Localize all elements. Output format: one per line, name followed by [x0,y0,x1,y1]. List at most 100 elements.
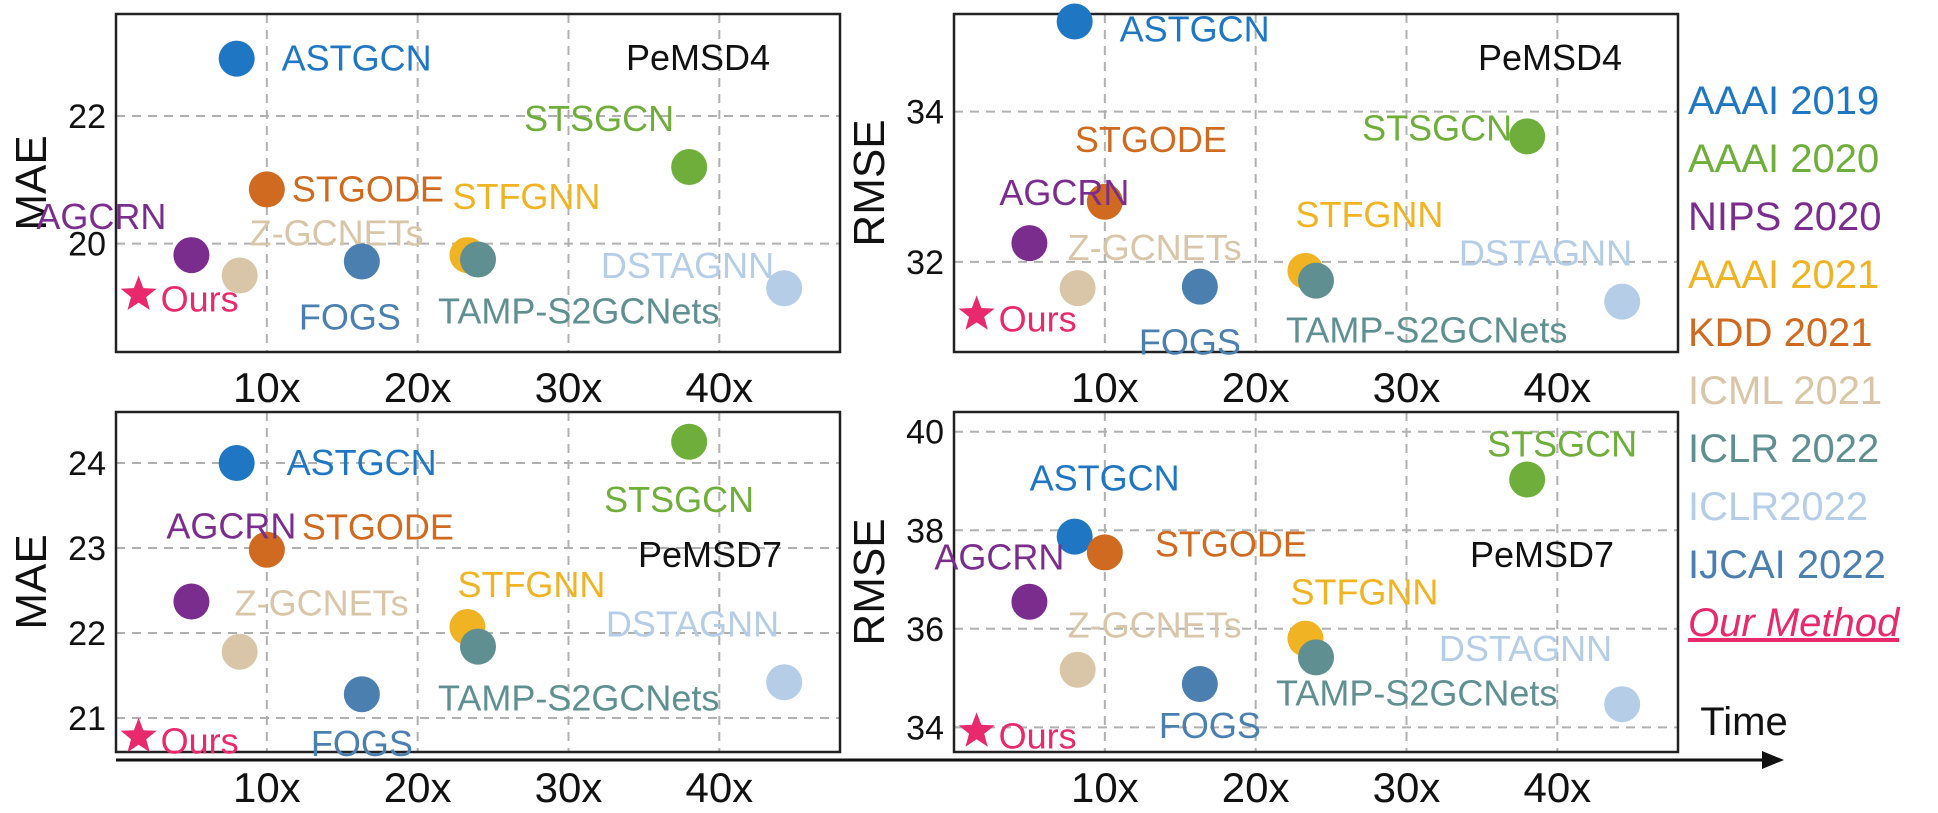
marker-ours [120,717,157,753]
point-label-fogs: FOGS [1139,322,1241,363]
marker-agcrn [1011,225,1048,262]
legend-item: AAAI 2021 [1688,253,1880,297]
point-label-stsgcn: STSGCN [604,479,754,520]
x-tick-label: 20x [1222,364,1290,411]
x-tick-label: 30x [1373,364,1441,411]
y-tick-label: 21 [68,700,106,738]
y-tick-label: 32 [906,244,944,282]
marker-tamp-s2gcnets [460,241,496,278]
point-label-fogs: FOGS [311,723,413,764]
y-axis-label: MAE [7,534,56,629]
point-label-astgcn: ASTGCN [1120,9,1270,50]
panel-title: PeMSD4 [626,37,770,78]
x-tick-label: 20x [384,764,452,811]
point-label-fogs: FOGS [1159,705,1261,746]
legend-item: ICML 2021 [1688,369,1883,413]
chart-panel-3: 10x 20x 30x 40x 21 22 23 24 MAE PeMSD7 ASTGCN STSGC… [7,410,842,811]
y-axis-label: MAE [7,135,56,230]
x-tick-label: 20x [1222,764,1290,811]
plot-frame [952,12,1680,354]
point-label-z-gcnets: Z-GCNETs [250,212,424,253]
point-label-dstagnn: DSTAGNN [606,603,779,644]
point-label-agcrn: AGCRN [166,506,296,547]
x-tick-label: 10x [1071,764,1139,811]
point-label-stfgnn: STFGNN [452,176,600,217]
marker-tamp-s2gcnets [1298,639,1334,676]
marker-agcrn [173,583,210,620]
point-label-stgode: STGODE [292,168,444,209]
x-tick-label: 40x [685,764,753,811]
y-tick-label: 22 [68,615,106,653]
marker-stsgcn [1509,461,1546,498]
marker-stsgcn [671,149,708,186]
marker-ours [958,295,995,330]
marker-stsgcn [671,423,708,460]
marker-agcrn [1011,583,1048,620]
y-axis-label: RMSE [845,119,894,246]
x-tick-label: 10x [233,364,301,411]
marker-fogs [343,243,380,280]
marker-fogs [1181,666,1218,702]
point-label-astgcn: ASTGCN [282,38,432,79]
marker-stsgcn [1509,118,1546,155]
x-tick-label: 20x [384,364,452,411]
point-label-ours: Ours [999,715,1077,756]
point-label-z-gcnets: Z-GCNETs [235,583,409,624]
chart-panel-1: 10x 20x 30x 40x 20 22 MAE PeMSD4 ASTGCN STSGCN STG… [7,12,842,411]
marker-stgode [248,171,285,208]
point-label-astgcn: ASTGCN [287,442,437,483]
legend-item: Our Method [1688,601,1900,645]
x-tick-label: 30x [535,364,603,411]
x-tick-label: 10x [1071,364,1139,411]
point-label-ours: Ours [999,298,1077,339]
marker-fogs [343,676,380,713]
marker-agcrn [173,237,210,274]
y-tick-label: 34 [906,709,944,747]
venue-legend: AAAI 2019 AAAI 2020 NIPS 2020 AAAI 2021 KDD … [1688,72,1938,652]
marker-stgode [1086,183,1123,220]
point-label-z-gcnets: Z-GCNETs [1068,227,1242,268]
y-tick-label: 36 [906,611,944,649]
point-label-stfgnn: STFGNN [457,564,605,605]
y-axis-label: RMSE [845,518,894,645]
marker-stgode [248,531,285,568]
point-label-ours: Ours [161,721,239,762]
point-label-stsgcn: STSGCN [1362,107,1512,148]
marker-fogs [1181,268,1218,305]
marker-z-gcnets [221,633,258,670]
marker-ours [120,275,157,310]
point-label-dstagnn: DSTAGNN [601,245,774,286]
legend-item: AAAI 2020 [1688,137,1880,181]
marker-z-gcnets [1059,270,1096,307]
y-tick-label: 38 [906,512,944,550]
point-label-stfgnn: STFGNN [1295,194,1443,235]
plot-frame [114,12,842,354]
marker-astgcn [1056,518,1093,555]
legend-item: NIPS 2020 [1688,195,1882,239]
x-tick-label: 30x [535,764,603,811]
point-label-z-gcnets: Z-GCNETs [1068,605,1242,646]
legend-item: KDD 2021 [1688,311,1873,355]
x-tick-label: 10x [233,764,301,811]
point-label-ours: Ours [161,279,239,320]
legend-item: ICLR 2022 [1688,427,1880,471]
point-label-stsgcn: STSGCN [524,98,674,139]
marker-dstagnn [1604,686,1641,723]
marker-z-gcnets [1059,651,1096,688]
marker-tamp-s2gcnets [460,628,496,665]
point-label-tamp-s2gcnets: TAMP-S2GCNets [1286,310,1567,351]
y-tick-label: 22 [68,98,106,136]
marker-stgode [1086,534,1123,571]
point-label-astgcn: ASTGCN [1030,458,1180,499]
time-arrow-head [1762,751,1784,769]
marker-dstagnn [766,664,803,701]
x-tick-label: 40x [1523,364,1591,411]
marker-tamp-s2gcnets [1298,262,1334,299]
chart-panel-2: 10x 20x 30x 40x 32 34 RMSE PeMSD4 ASTGCN STSGCN ST… [845,3,1680,411]
y-tick-label: 23 [68,530,106,568]
point-label-fogs: FOGS [299,296,401,337]
marker-z-gcnets [221,257,258,294]
y-tick-label: 24 [68,445,106,483]
point-label-agcrn: AGCRN [934,537,1064,578]
